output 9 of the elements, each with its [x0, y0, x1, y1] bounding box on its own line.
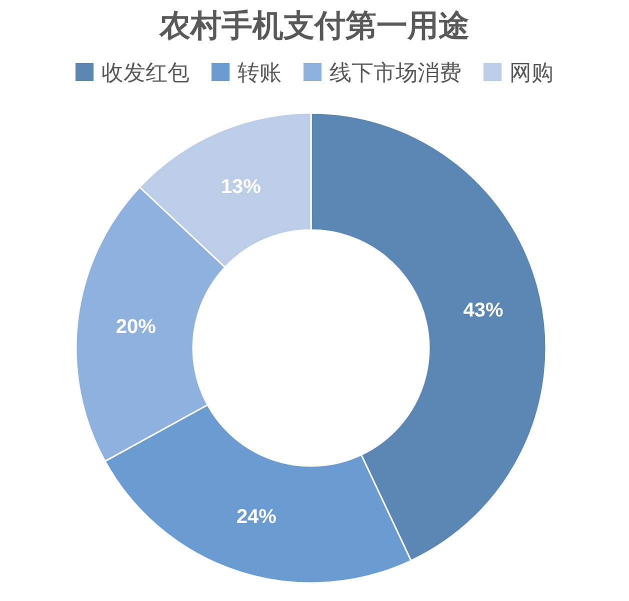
data-label: 43% [463, 300, 504, 322]
chart-title: 农村手机支付第一用途 [158, 8, 470, 44]
legend-label: 线下市场消费 [330, 61, 462, 86]
data-label: 13% [220, 176, 262, 198]
data-label: 20% [116, 316, 156, 338]
legend-label: 转账 [238, 61, 282, 86]
legend-label: 收发红包 [102, 61, 190, 86]
data-label: 24% [236, 506, 277, 528]
legend-label: 网购 [510, 61, 554, 86]
